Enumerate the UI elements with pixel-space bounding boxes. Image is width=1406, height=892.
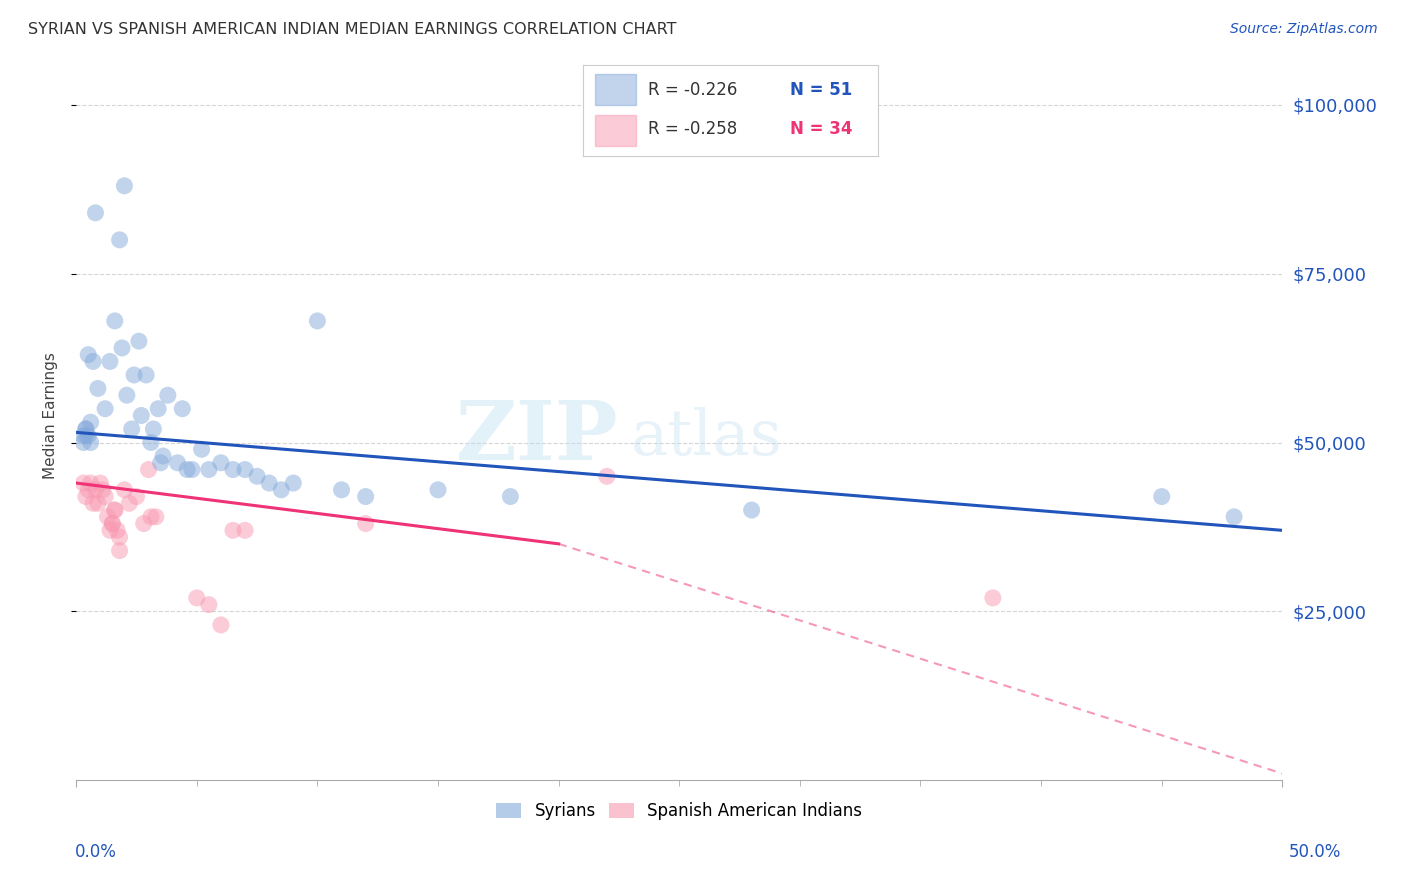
Point [132,516,155,531]
Point [75,422,97,436]
Text: 50.0%: 50.0% [1288,843,1341,861]
Point [307,314,329,328]
Point [72,476,94,491]
Point [198,598,221,612]
Point [354,490,377,504]
Point [142,422,165,436]
Point [87,382,110,396]
Point [87,496,110,510]
Point [427,483,450,497]
Point [79,415,101,429]
Point [139,435,162,450]
Point [118,496,141,510]
Point [499,490,522,504]
Point [152,449,174,463]
Point [108,543,131,558]
Point [981,591,1004,605]
Point [94,401,117,416]
Point [82,354,104,368]
Text: 0.0%: 0.0% [75,843,117,861]
Point [138,462,160,476]
Point [77,429,100,443]
Text: ZIP: ZIP [457,397,619,477]
Point [1150,490,1173,504]
Point [89,476,111,491]
Point [104,314,127,328]
Point [77,348,100,362]
Point [104,503,127,517]
Point [270,483,292,497]
Point [121,422,143,436]
Point [222,524,245,538]
Point [149,456,172,470]
Point [176,462,198,476]
Point [330,483,353,497]
Point [354,516,377,531]
Point [75,429,97,443]
Point [198,462,221,476]
Point [1223,509,1246,524]
Point [79,435,101,450]
Point [131,409,153,423]
Point [148,401,170,416]
Point [125,490,148,504]
Point [84,483,107,497]
Point [98,524,121,538]
Point [233,462,256,476]
Point [172,401,194,416]
Point [122,368,145,382]
Point [105,524,128,538]
Point [115,388,138,402]
Point [96,509,118,524]
Point [82,496,104,510]
Legend: Syrians, Spanish American Indians: Syrians, Spanish American Indians [489,796,869,827]
Y-axis label: Median Earnings: Median Earnings [44,352,58,479]
Point [101,516,124,531]
Point [101,516,124,531]
Point [145,509,167,524]
Point [128,334,150,348]
Point [741,503,763,517]
Point [222,462,245,476]
Point [72,435,94,450]
Point [283,476,305,491]
Point [156,388,179,402]
Point [233,524,256,538]
Point [186,591,208,605]
Point [257,476,280,491]
Point [209,456,232,470]
Point [108,233,131,247]
Point [166,456,188,470]
Point [104,503,127,517]
Point [209,618,232,632]
Point [108,530,131,544]
Point [91,483,114,497]
Text: atlas: atlas [631,407,783,468]
Point [111,341,134,355]
Point [98,354,121,368]
Point [75,422,97,436]
Point [79,476,101,491]
Point [112,483,135,497]
Text: SYRIAN VS SPANISH AMERICAN INDIAN MEDIAN EARNINGS CORRELATION CHART: SYRIAN VS SPANISH AMERICAN INDIAN MEDIAN… [28,22,676,37]
Point [190,442,212,457]
Point [75,490,97,504]
Point [596,469,619,483]
Point [112,178,135,193]
Point [72,429,94,443]
Point [181,462,204,476]
Point [135,368,157,382]
Text: Source: ZipAtlas.com: Source: ZipAtlas.com [1230,22,1378,37]
Point [139,509,162,524]
Point [77,483,100,497]
Point [84,206,107,220]
Point [94,490,117,504]
Point [246,469,269,483]
